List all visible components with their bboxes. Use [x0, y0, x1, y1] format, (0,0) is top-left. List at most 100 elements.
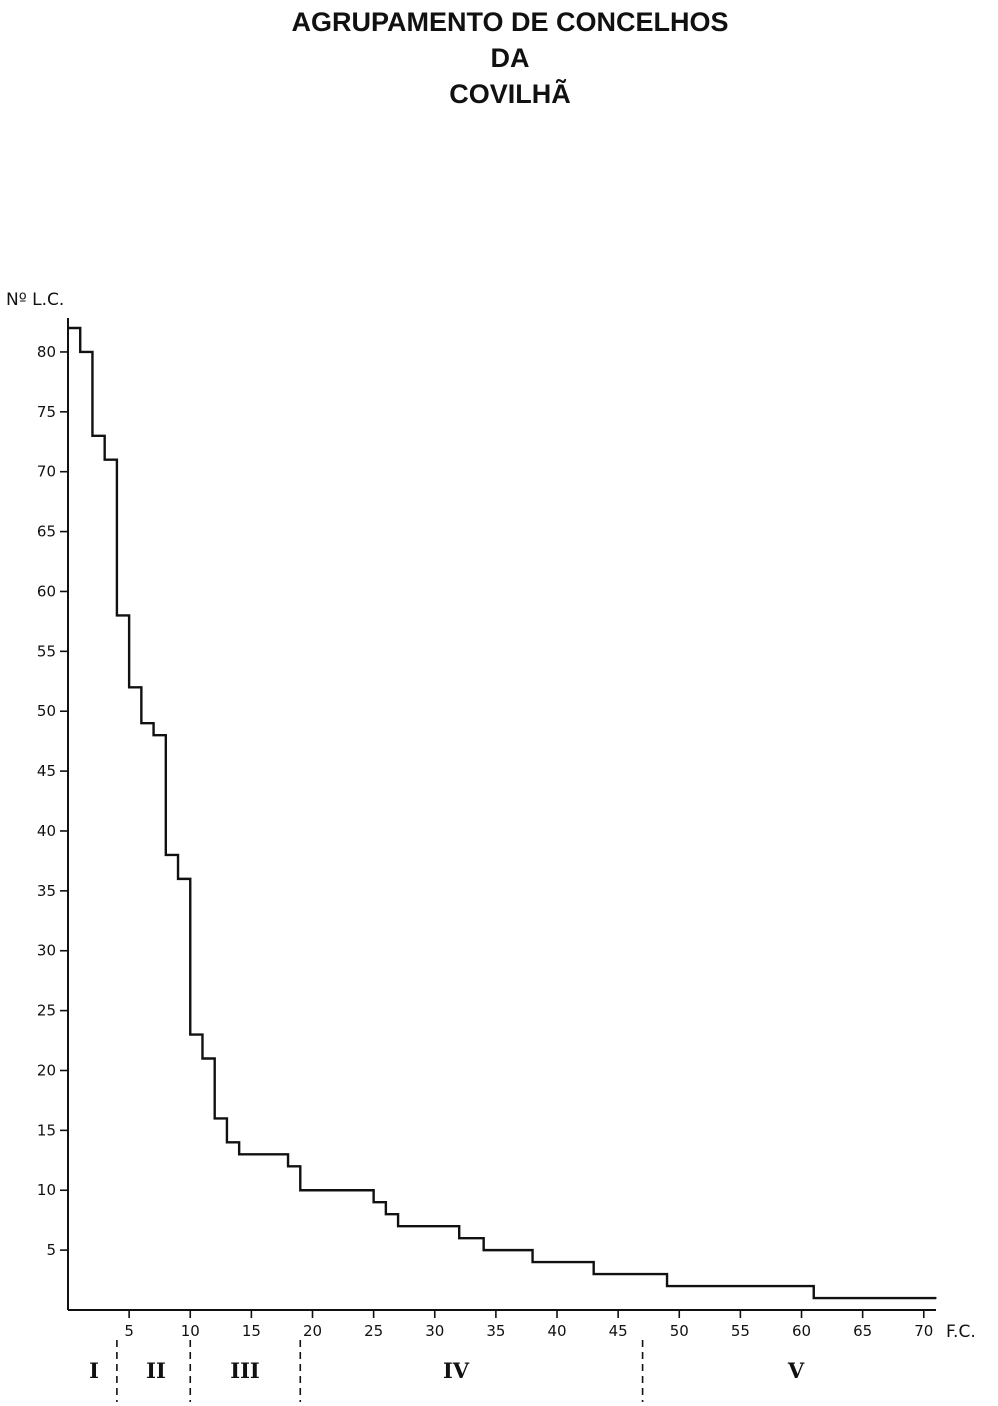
data-point	[372, 1201, 375, 1204]
y-tick-label: 20	[37, 1061, 56, 1079]
data-point	[275, 1153, 277, 1156]
data-point	[397, 1225, 399, 1227]
data-point	[690, 1285, 693, 1287]
x-tick-label: 30	[425, 1322, 444, 1340]
data-point	[898, 1297, 901, 1299]
data-point	[800, 1285, 803, 1287]
data-point	[103, 458, 106, 461]
y-tick-label: 80	[37, 343, 56, 361]
data-point	[922, 1297, 925, 1299]
x-tick-label: 20	[303, 1322, 322, 1340]
y-tick-label: 75	[37, 403, 56, 421]
data-point	[140, 722, 143, 724]
x-tick-label: 55	[731, 1322, 750, 1340]
data-point	[91, 434, 94, 437]
chart-title-line-2: DA	[490, 43, 530, 73]
x-tick-label: 40	[547, 1322, 566, 1340]
data-point	[226, 1141, 228, 1144]
x-tick-label: 25	[364, 1322, 383, 1340]
data-point	[568, 1261, 571, 1263]
data-point	[165, 854, 167, 856]
data-point	[580, 1261, 583, 1263]
data-point	[409, 1225, 412, 1227]
group-label-v: V	[787, 1358, 805, 1383]
x-tick-label: 50	[670, 1322, 689, 1340]
data-point	[702, 1285, 705, 1287]
data-point	[837, 1297, 839, 1299]
data-point	[67, 327, 69, 329]
data-point	[543, 1261, 546, 1263]
data-point	[311, 1189, 314, 1192]
data-point	[727, 1285, 729, 1287]
data-point	[201, 1057, 204, 1060]
chart-title-line-1: AGRUPAMENTO DE CONCELHOS	[291, 7, 729, 37]
data-point	[482, 1249, 485, 1251]
data-point	[79, 351, 82, 353]
data-point	[421, 1225, 424, 1227]
data-point	[262, 1153, 265, 1156]
y-tick-label: 60	[37, 582, 56, 600]
data-point	[189, 1033, 192, 1036]
data-point	[641, 1273, 644, 1275]
y-tick-label: 40	[37, 822, 56, 840]
data-point	[886, 1297, 888, 1299]
y-tick-label: 15	[37, 1121, 56, 1139]
y-tick-label: 50	[37, 702, 56, 720]
y-tick-label: 70	[37, 463, 56, 481]
data-point	[592, 1273, 595, 1275]
y-tick-label: 25	[37, 1002, 56, 1020]
data-point	[348, 1189, 350, 1192]
data-point	[177, 878, 179, 880]
y-tick-label: 65	[37, 523, 56, 541]
data-point	[617, 1273, 619, 1275]
y-tick-label: 55	[37, 642, 56, 660]
data-point	[287, 1165, 289, 1168]
data-point	[825, 1297, 827, 1299]
data-point	[336, 1189, 338, 1192]
y-tick-label: 5	[46, 1241, 56, 1259]
x-tick-label: 60	[792, 1322, 811, 1340]
data-point	[556, 1261, 558, 1263]
group-label-iv: IV	[442, 1358, 470, 1383]
x-tick-label: 35	[486, 1322, 505, 1340]
y-axis-label: Nº L.C.	[6, 290, 65, 310]
data-point	[935, 1297, 937, 1299]
data-point	[776, 1285, 778, 1287]
data-point	[764, 1285, 766, 1287]
data-point	[849, 1297, 852, 1299]
data-point	[861, 1297, 864, 1299]
data-point	[751, 1285, 754, 1287]
data-point	[385, 1213, 387, 1215]
y-tick-label: 30	[37, 942, 56, 960]
data-point	[238, 1153, 240, 1156]
data-point	[152, 734, 155, 736]
data-point	[323, 1189, 326, 1192]
data-point	[116, 614, 118, 617]
data-point	[715, 1285, 717, 1287]
data-point	[629, 1273, 632, 1275]
data-point	[213, 1117, 216, 1120]
data-point	[788, 1285, 791, 1287]
x-tick-label: 45	[609, 1322, 628, 1340]
y-tick-label: 10	[37, 1181, 56, 1199]
data-point	[666, 1285, 668, 1287]
group-label-i: I	[89, 1358, 99, 1383]
data-point	[470, 1237, 473, 1239]
x-tick-label: 65	[853, 1322, 872, 1340]
chart-title-line-3: COVILHÃ	[449, 79, 571, 109]
data-series-line	[68, 326, 936, 1300]
data-point	[495, 1249, 497, 1251]
data-point	[654, 1273, 656, 1275]
data-point	[360, 1189, 363, 1192]
data-point	[458, 1237, 461, 1239]
data-point	[128, 686, 130, 689]
data-point	[531, 1261, 534, 1263]
data-point	[250, 1153, 253, 1156]
data-point	[507, 1249, 509, 1251]
data-point	[678, 1285, 681, 1287]
data-point	[299, 1189, 302, 1192]
data-point	[910, 1297, 913, 1299]
group-label-ii: II	[146, 1358, 166, 1383]
